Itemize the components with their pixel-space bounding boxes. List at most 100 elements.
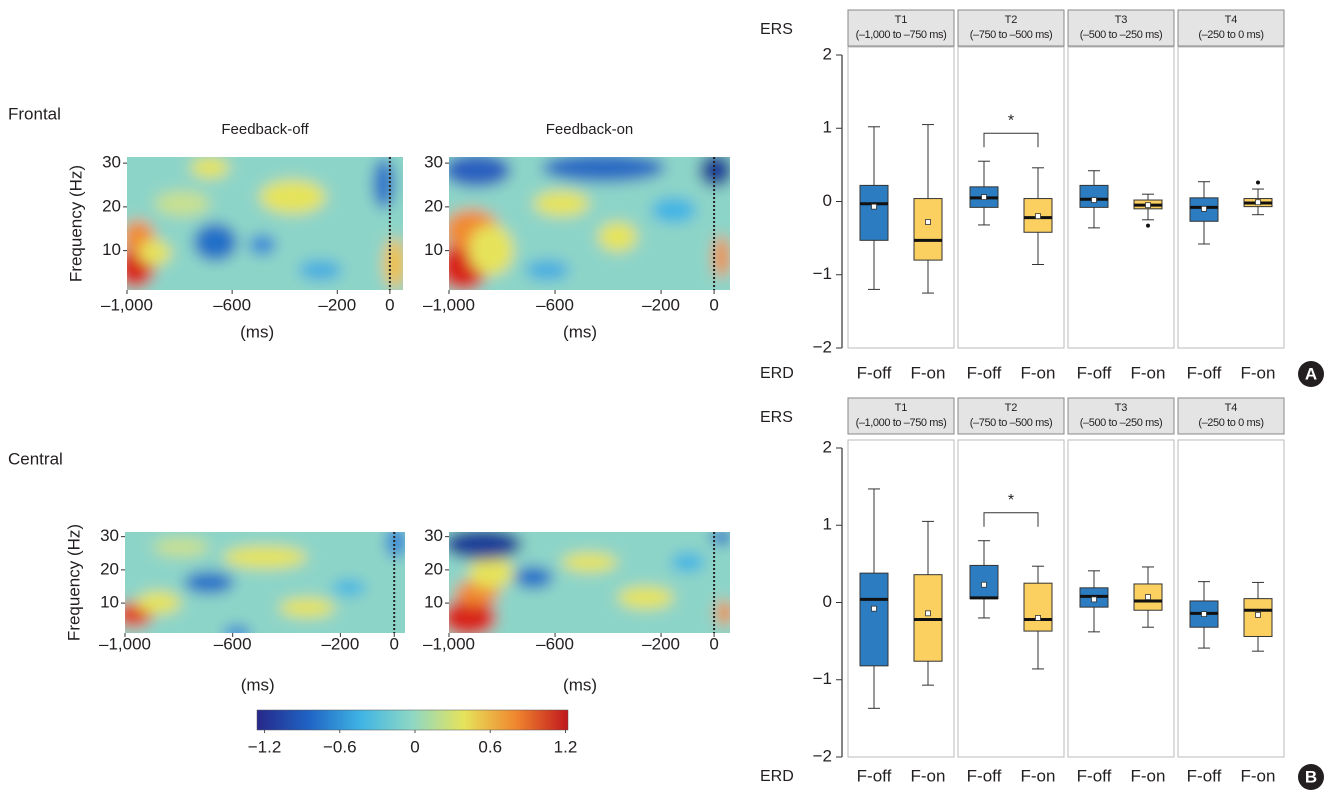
significance-star: * [1008,492,1014,509]
panel-frame [1177,46,1285,349]
ers-label: ERS [760,409,793,426]
panel-subtitle: (–750 to –500 ms) [970,417,1052,429]
category-label: F-off [967,766,1002,785]
heatmap-blobs [449,532,730,633]
y-tick-label: −1 [813,264,832,283]
heat-blob [223,624,251,633]
panel-header [847,397,955,435]
heat-blob [533,190,590,217]
mean-marker [925,219,931,225]
panel-title: T3 [1115,14,1128,26]
y-tick-label: 2 [823,437,832,456]
colorbar-tick-label: −0.6 [323,737,357,756]
category-label: F-on [911,766,946,785]
panel-subtitle: (–750 to –500 ms) [970,29,1052,41]
category-label: F-on [911,363,946,382]
panel-title: T3 [1115,402,1128,414]
mean-marker [981,581,987,588]
category-label: F-on [1021,363,1056,382]
x-tick-label: –200 [318,295,356,314]
erd-label: ERD [760,365,794,382]
x-tick-label: –1,000 [423,295,475,314]
y-tick-label: 0 [823,191,832,210]
panel-frame [957,439,1065,758]
mean-marker [981,194,987,201]
y-tick-label: −2 [813,746,832,765]
x-tick-label: –600 [536,634,574,653]
panel-frame [1177,439,1285,758]
x-tick-label: –1,000 [423,634,475,653]
category-label: F-on [1131,766,1166,785]
panel-header [1177,9,1285,47]
y-axis-label: Frequency (Hz) [66,165,85,282]
panel-title: T2 [1005,402,1018,414]
heatmap-blobs [127,157,403,290]
panel-frame [847,439,955,758]
heat-blob [127,157,403,290]
heat-blob [279,598,335,618]
colorbar-tick-label: −1.2 [248,737,282,756]
y-tick-label: 2 [823,44,832,63]
heat-blob [193,222,238,262]
panel-header [957,9,1065,47]
category-label: F-on [1241,766,1276,785]
panel-title: T1 [895,402,908,414]
colorbar-tick-label: 0 [410,737,419,756]
panel-header [847,9,955,47]
heat-blob [541,157,666,183]
heat-blob [223,545,307,569]
heat-blob [248,234,277,256]
colorbar [256,709,569,731]
y-tick-label: 1 [823,118,832,137]
panel-letter: A [1305,364,1317,383]
row-label: Frontal [8,104,61,123]
heat-blob [513,566,553,589]
heat-blob [183,571,235,594]
erd-label: ERD [760,768,794,785]
mean-marker [1201,611,1207,617]
heat-blob [524,259,570,281]
panel-subtitle: (–500 to –250 ms) [1080,417,1162,429]
colorbar-tick-label: 1.2 [554,737,578,756]
heatmap-blobs [449,157,730,290]
category-label: F-off [1187,363,1222,382]
heatmap-field [125,532,405,633]
x-tick-label: 0 [709,295,718,314]
panel-subtitle: (–250 to 0 ms) [1198,29,1263,41]
box [1079,184,1109,208]
y-tick-label: 30 [424,153,443,172]
panel-frame [847,46,955,349]
heat-blob [699,157,730,188]
heat-blob [715,599,730,626]
y-tick-label: −1 [813,669,832,688]
panel-frame [1067,46,1175,349]
panel-header [957,397,1065,435]
heat-blob [449,598,497,633]
panel-subtitle: (–250 to 0 ms) [1198,417,1263,429]
y-tick-label: 20 [100,559,119,578]
category-label: F-off [1077,363,1112,382]
heatmap-field [449,157,730,290]
ers-label: ERS [760,21,793,38]
heat-blob [385,532,405,559]
mean-marker [1091,596,1097,603]
mean-marker [1145,202,1151,209]
y-tick-label: 10 [100,593,119,612]
x-axis-label: (ms) [563,675,597,694]
panel-title: T2 [1005,14,1018,26]
panel-letter: B [1305,767,1317,786]
heat-blob [259,179,326,214]
panel-header [1177,397,1285,435]
heat-blob [597,221,638,252]
heat-blob [468,224,514,276]
x-axis-label: (ms) [241,675,275,694]
heat-blob [154,190,210,217]
significance-star: * [1008,112,1014,129]
mean-marker [1035,615,1041,621]
heat-blob [190,157,230,179]
x-tick-label: –1,000 [99,634,151,653]
y-tick-label: 10 [424,593,443,612]
panel-title: T1 [895,14,908,26]
